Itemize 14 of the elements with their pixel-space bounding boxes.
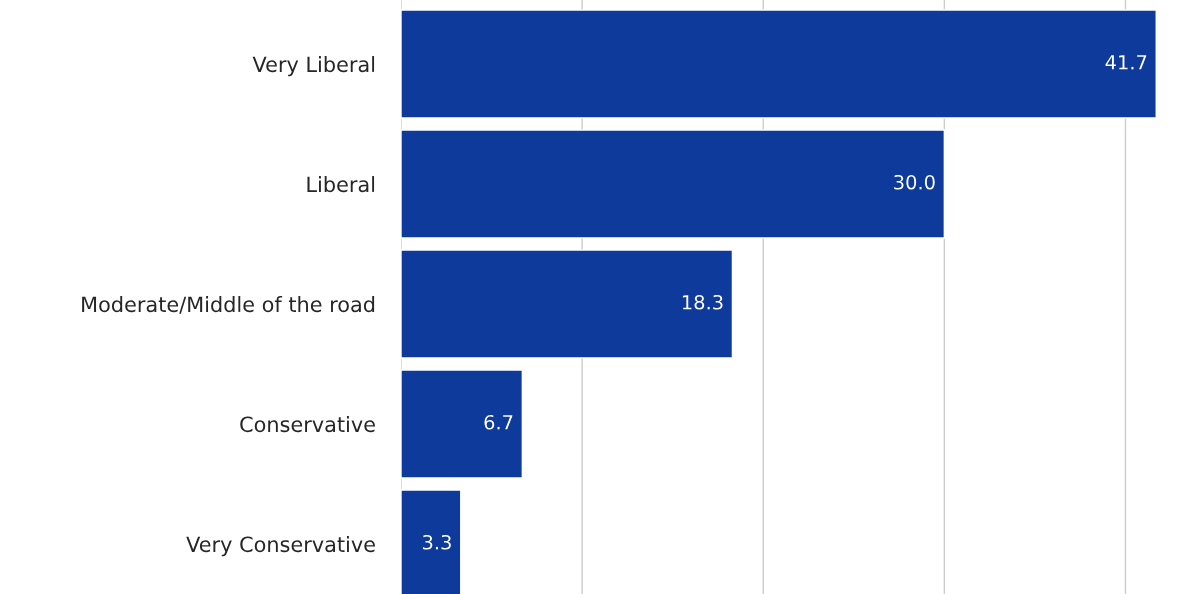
y-tick-label: Liberal [307,176,375,193]
data-label: 41.7 [1105,55,1147,70]
bar [401,249,734,359]
y-tick-label: Very Liberal [252,56,375,77]
data-label: 3.3 [422,534,451,550]
data-label: 30.0 [894,174,935,190]
y-tick-label: Moderate/Middle of the road [82,296,375,314]
bar [401,369,524,479]
y-tick-label: Very Conservative [186,536,375,557]
y-tick-label: Conservative [240,416,375,433]
data-label: 18.3 [682,294,723,310]
bar [401,129,946,239]
bar [401,9,1157,119]
data-label: 6.7 [484,414,513,430]
